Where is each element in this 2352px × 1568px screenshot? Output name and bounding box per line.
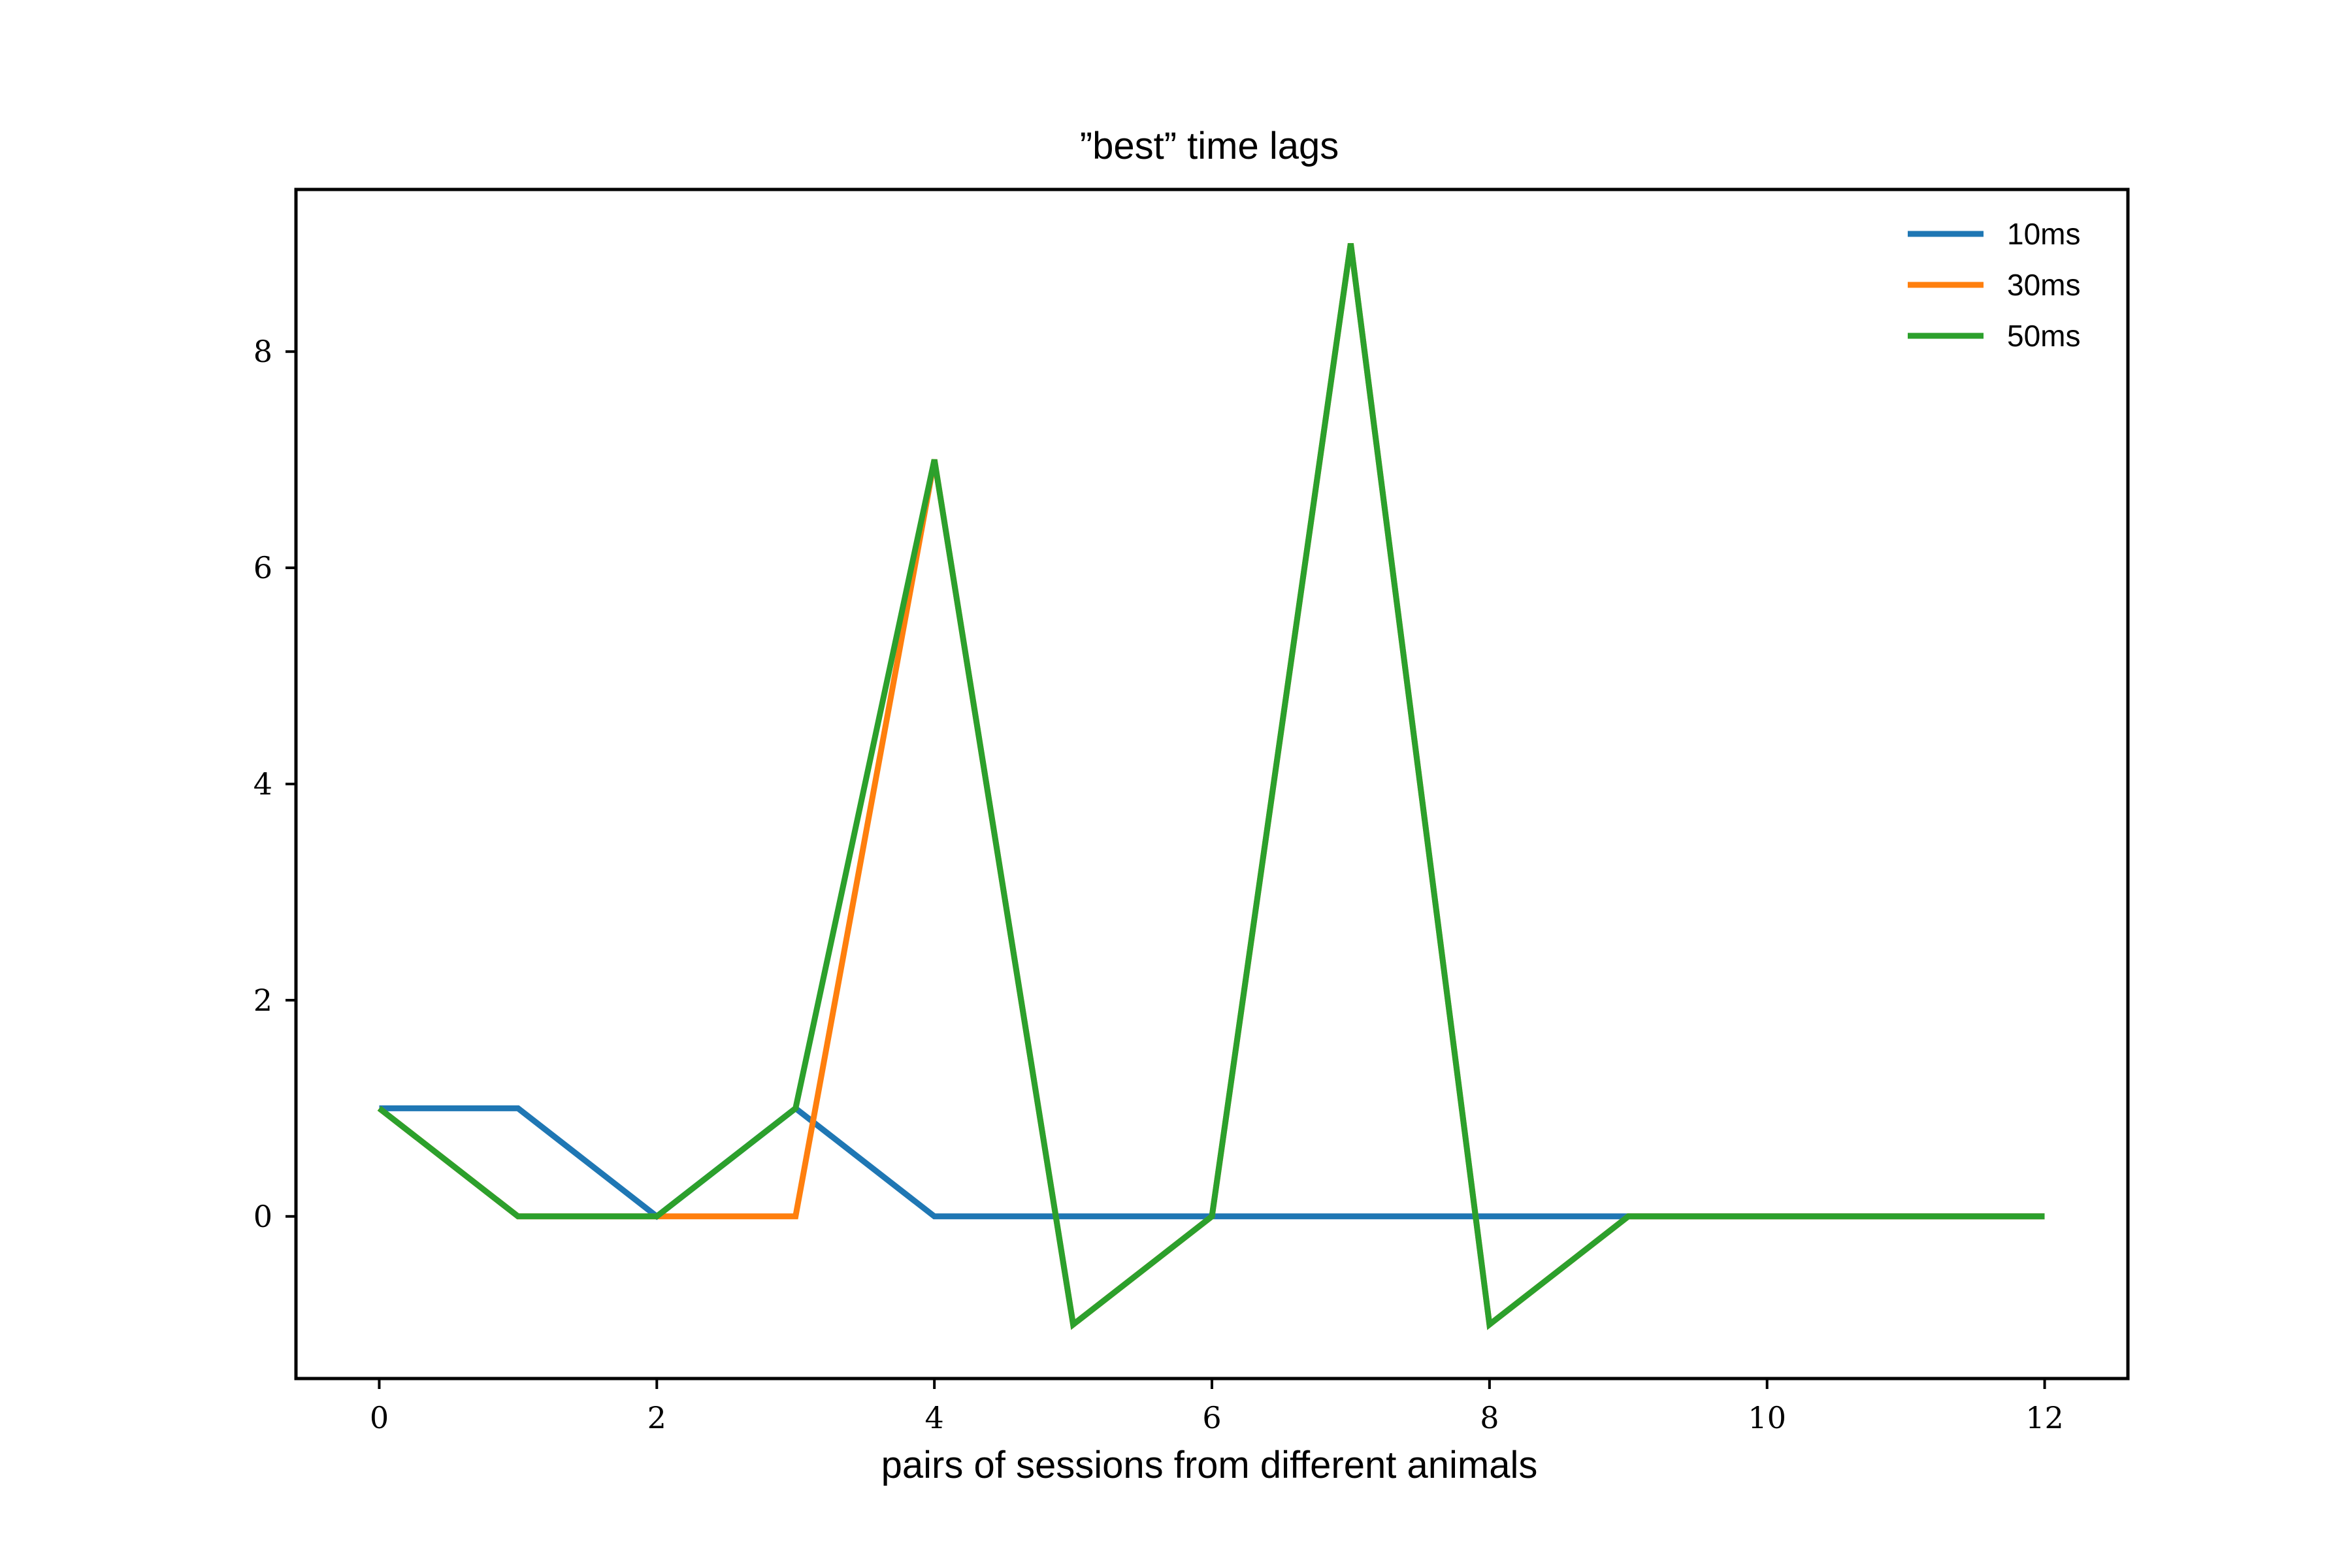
legend: 10ms 30ms 50ms [1908, 217, 2080, 353]
x-tick-label: 6 [1202, 1400, 1221, 1435]
x-tick-label: 4 [925, 1400, 944, 1435]
x-tick-label: 8 [1480, 1400, 1499, 1435]
x-tick-label: 2 [647, 1400, 666, 1435]
x-tick-label: 10 [1748, 1400, 1786, 1435]
series-line-50ms [377, 243, 2045, 1330]
y-tick-label: 0 [253, 1199, 272, 1234]
y-axis-ticks: 0 2 4 6 8 [253, 334, 296, 1234]
chart-title: ”best” time lags [1080, 125, 1339, 167]
y-tick-label: 6 [253, 550, 272, 585]
legend-label-30ms: 30ms [2007, 268, 2080, 302]
series-layer [377, 243, 2045, 1330]
x-axis-ticks: 0 2 4 6 8 10 12 [370, 1379, 2064, 1435]
legend-label-50ms: 50ms [2007, 319, 2080, 353]
y-tick-label: 2 [253, 983, 272, 1018]
legend-label-10ms: 10ms [2007, 217, 2080, 251]
x-tick-label: 0 [370, 1400, 389, 1435]
y-tick-label: 4 [253, 766, 272, 802]
y-tick-label: 8 [253, 334, 272, 369]
x-axis-label: pairs of sessions from different animals [881, 1444, 1538, 1486]
x-tick-label: 12 [2025, 1400, 2064, 1435]
